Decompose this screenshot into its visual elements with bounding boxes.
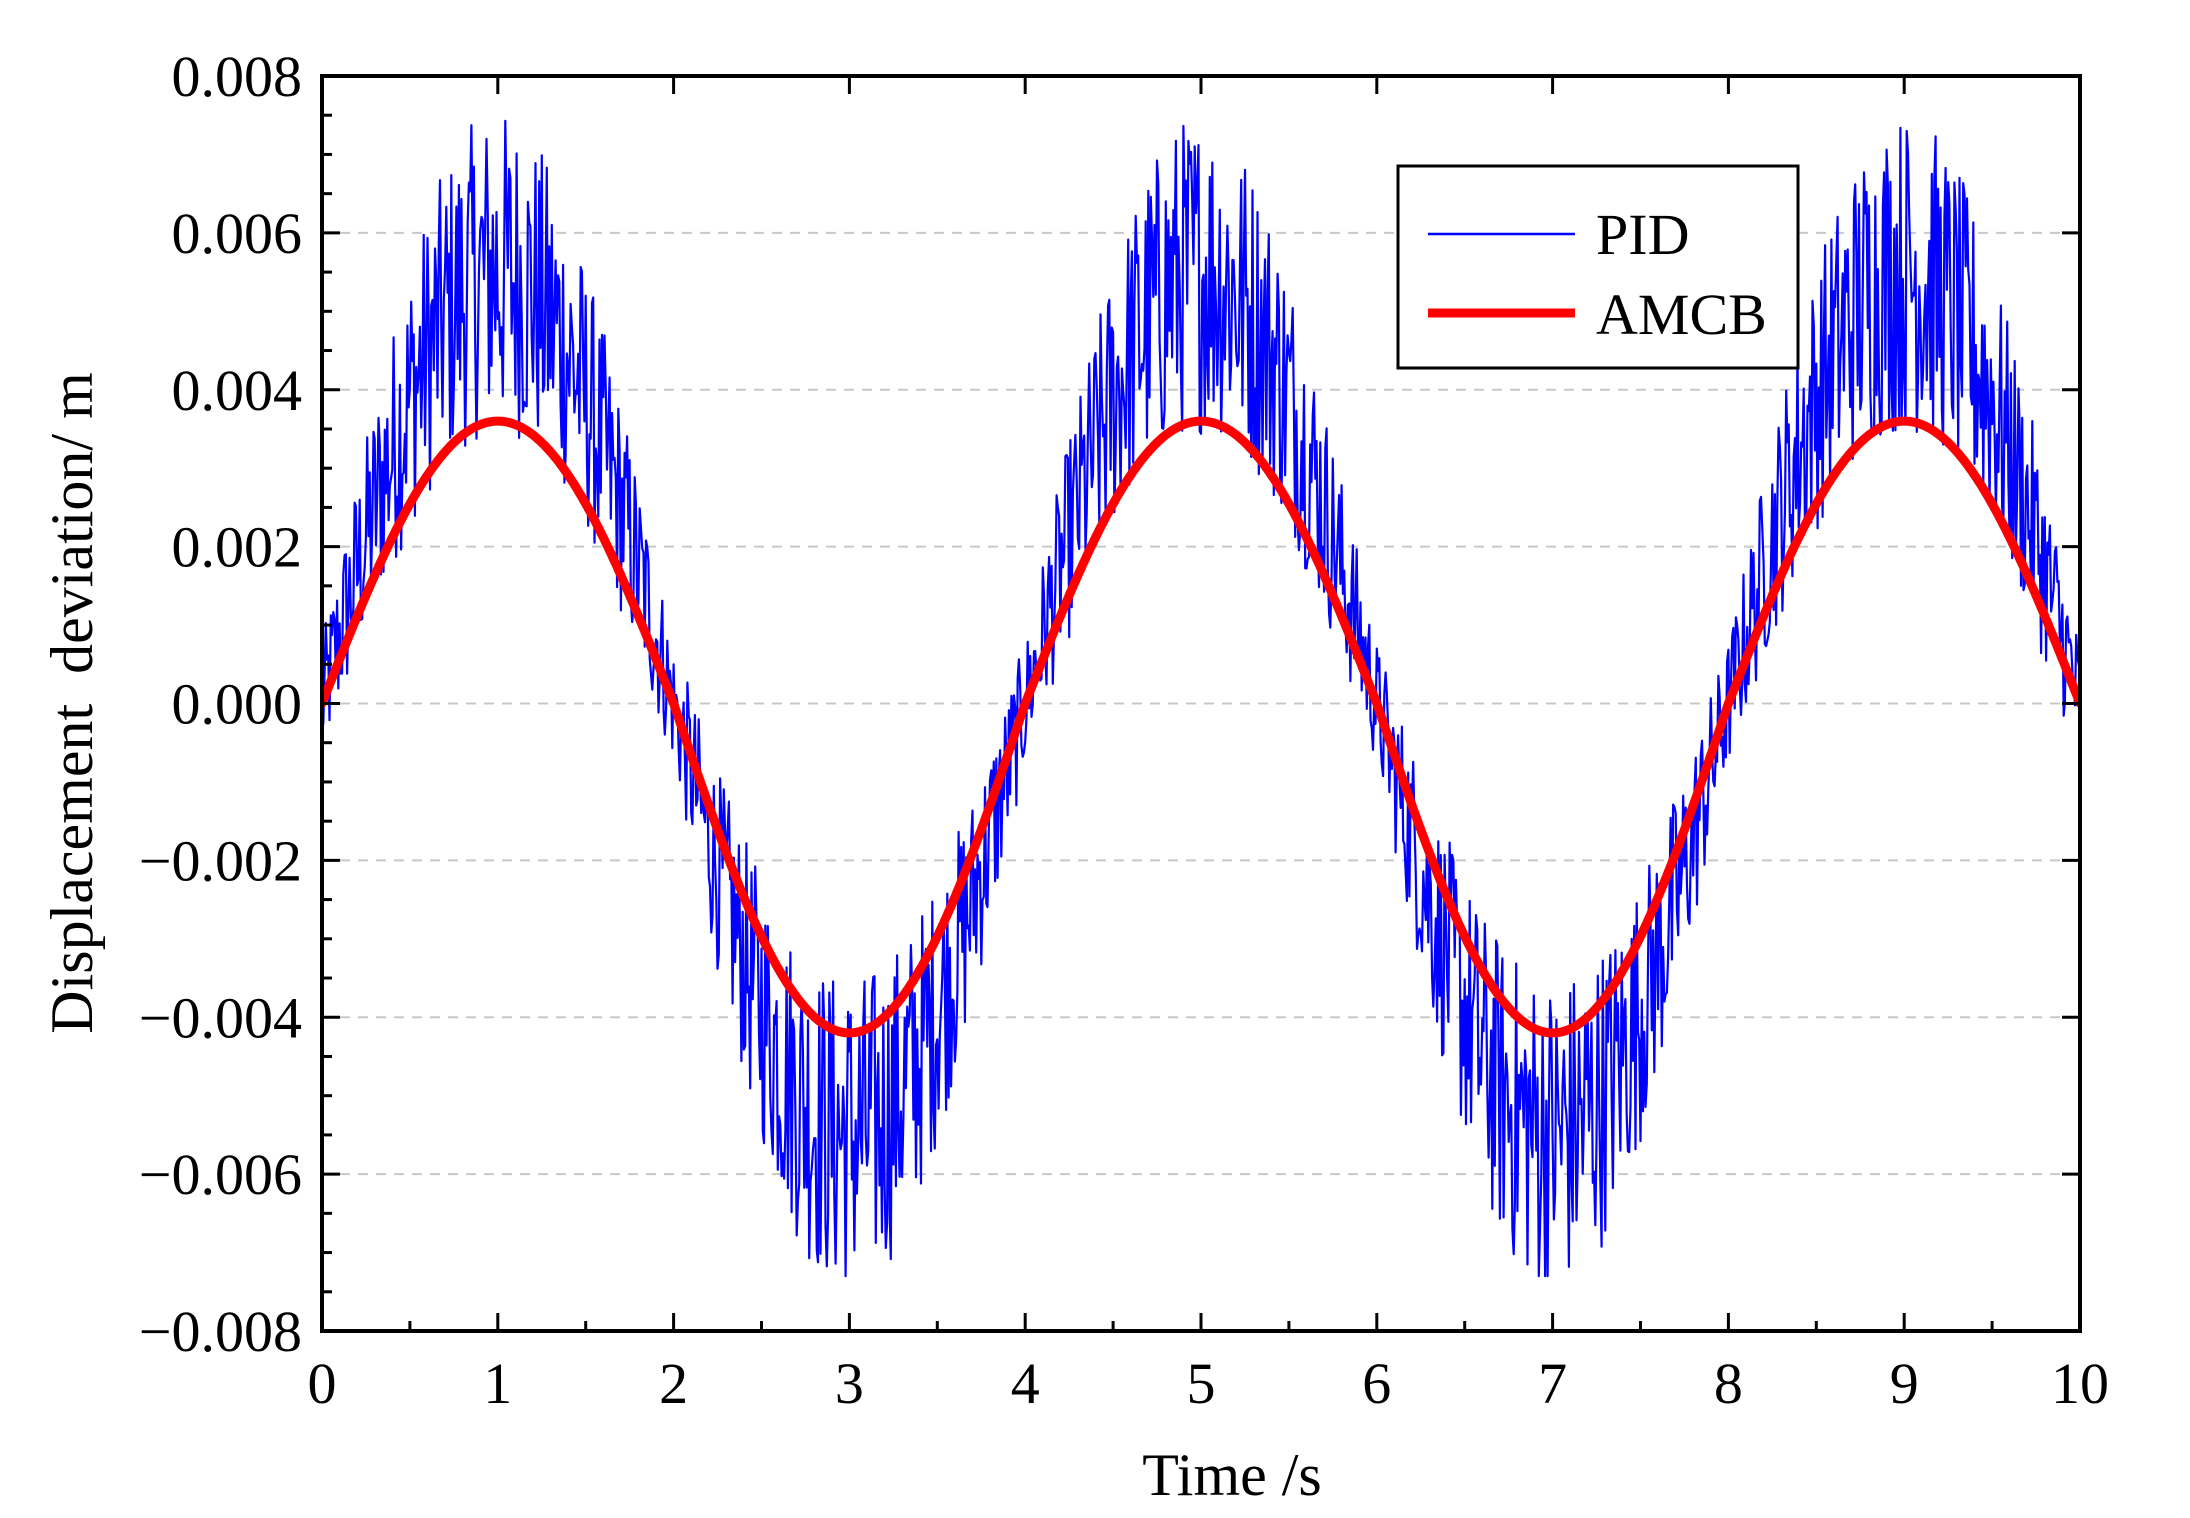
x-tick-label: 3 xyxy=(835,1351,864,1416)
series-line-pid xyxy=(322,119,2080,1278)
x-tick-label: 8 xyxy=(1714,1351,1743,1416)
y-tick-label: 0.002 xyxy=(172,515,303,580)
x-tick-label: 1 xyxy=(483,1351,512,1416)
legend-label-pid: PID xyxy=(1596,202,1689,267)
y-tick-label: 0.004 xyxy=(172,358,303,423)
series-line-amcb xyxy=(322,416,2080,1038)
x-axis: 0 1 2 3 4 5 6 7 8 9 10 xyxy=(308,76,2109,1416)
legend-box xyxy=(1396,164,1800,370)
x-tick-label: 4 xyxy=(1011,1351,1040,1416)
x-tick-label: 6 xyxy=(1362,1351,1391,1416)
x-tick-label: 0 xyxy=(308,1351,337,1416)
legend: PID AMCB xyxy=(1396,164,1800,370)
y-tick-label: −0.004 xyxy=(139,985,302,1050)
x-axis-title: Time /s xyxy=(1142,1442,1322,1508)
y-tick-label: −0.006 xyxy=(139,1142,302,1207)
y-tick-label: −0.002 xyxy=(139,828,302,893)
plot-area xyxy=(322,119,2080,1278)
y-tick-label: 0.006 xyxy=(172,201,303,266)
y-tick-label: 0.008 xyxy=(172,44,303,109)
y-axis: −0.008 −0.006 −0.004 −0.002 0.000 0.002 0.004 0… xyxy=(139,44,2080,1364)
legend-label-amcb: AMCB xyxy=(1596,282,1767,347)
x-tick-label: 2 xyxy=(659,1351,688,1416)
x-tick-label: 7 xyxy=(1538,1351,1567,1416)
x-tick-label: 9 xyxy=(1890,1351,1919,1416)
y-tick-label: −0.008 xyxy=(139,1299,302,1364)
grid-lines xyxy=(322,231,2080,1176)
y-tick-label: 0.000 xyxy=(172,672,303,737)
x-tick-label: 5 xyxy=(1187,1351,1216,1416)
x-tick-label: 10 xyxy=(2051,1351,2109,1416)
y-axis-title: Displacement deviation/ m xyxy=(39,372,105,1034)
